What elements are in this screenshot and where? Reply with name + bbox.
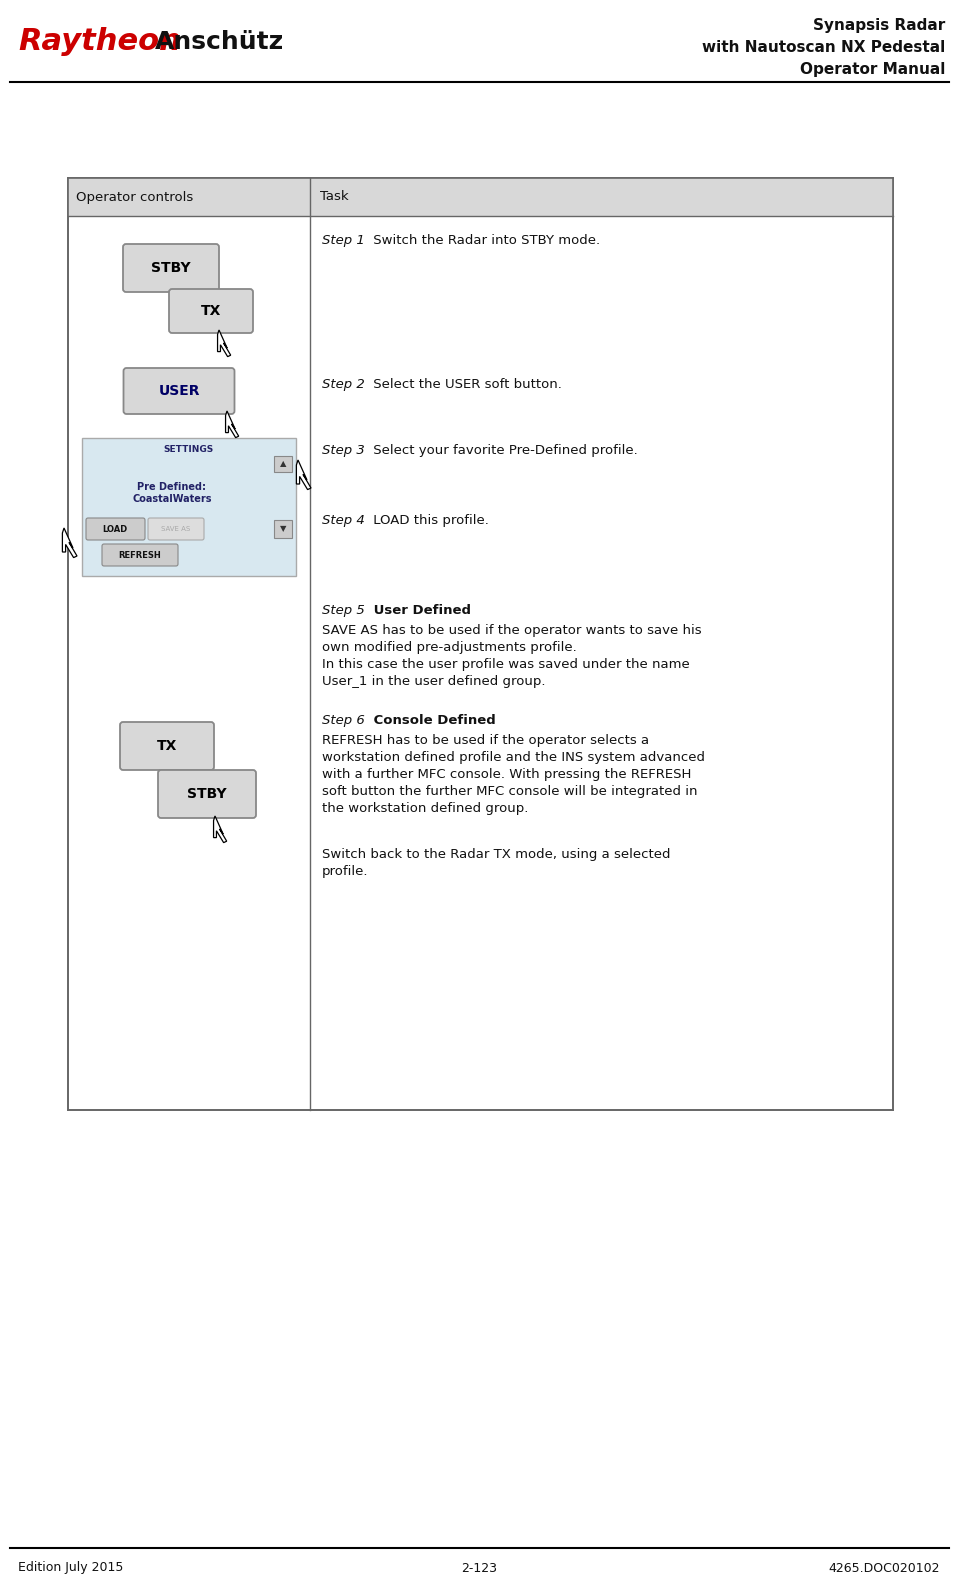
- Bar: [68, 178, 893, 216]
- Text: User Defined: User Defined: [369, 605, 471, 617]
- Text: profile.: profile.: [322, 866, 368, 878]
- Text: soft button the further MFC console will be integrated in: soft button the further MFC console will…: [322, 784, 697, 799]
- Text: Pre Defined:
CoastalWaters: Pre Defined: CoastalWaters: [132, 482, 212, 504]
- Text: with a further MFC console. With pressing the REFRESH: with a further MFC console. With pressin…: [322, 768, 691, 781]
- Text: Anschütz: Anschütz: [155, 30, 284, 54]
- Text: In this case the user profile was saved under the name: In this case the user profile was saved …: [322, 659, 690, 671]
- FancyBboxPatch shape: [169, 290, 253, 333]
- Text: Switch back to the Radar TX mode, using a selected: Switch back to the Radar TX mode, using …: [322, 848, 670, 861]
- Text: SAVE AS has to be used if the operator wants to save his: SAVE AS has to be used if the operator w…: [322, 624, 702, 636]
- Text: Step 3: Step 3: [322, 444, 364, 457]
- Text: Console Defined: Console Defined: [369, 714, 496, 727]
- Text: USER: USER: [158, 383, 199, 398]
- Text: own modified pre-adjustments profile.: own modified pre-adjustments profile.: [322, 641, 576, 654]
- Text: User_1 in the user defined group.: User_1 in the user defined group.: [322, 675, 546, 687]
- Text: Step 6: Step 6: [322, 714, 364, 727]
- Text: TX: TX: [157, 738, 177, 753]
- Text: Step 1: Step 1: [322, 234, 364, 247]
- FancyBboxPatch shape: [148, 519, 204, 539]
- FancyBboxPatch shape: [102, 544, 178, 566]
- Polygon shape: [62, 528, 77, 557]
- Polygon shape: [214, 816, 226, 843]
- Text: workstation defined profile and the INS system advanced: workstation defined profile and the INS …: [322, 751, 705, 764]
- Bar: [274, 457, 292, 473]
- Polygon shape: [296, 460, 311, 490]
- Text: Step 2: Step 2: [322, 379, 364, 391]
- Bar: [68, 178, 893, 1111]
- Text: STBY: STBY: [152, 261, 191, 275]
- Text: Operator controls: Operator controls: [76, 191, 194, 204]
- Text: REFRESH: REFRESH: [119, 550, 161, 560]
- Text: SETTINGS: SETTINGS: [164, 445, 214, 455]
- Text: Task: Task: [320, 191, 349, 204]
- Bar: [82, 438, 296, 576]
- FancyBboxPatch shape: [120, 722, 214, 770]
- FancyBboxPatch shape: [158, 770, 256, 818]
- Polygon shape: [218, 329, 231, 356]
- Text: ▲: ▲: [280, 460, 286, 468]
- Text: 2-123: 2-123: [461, 1561, 498, 1575]
- Text: LOAD: LOAD: [103, 525, 128, 533]
- Text: with Nautoscan NX Pedestal: with Nautoscan NX Pedestal: [702, 40, 945, 56]
- Text: the workstation defined group.: the workstation defined group.: [322, 802, 528, 815]
- FancyBboxPatch shape: [123, 243, 219, 293]
- Text: Edition July 2015: Edition July 2015: [18, 1561, 124, 1575]
- Text: SAVE AS: SAVE AS: [161, 527, 191, 531]
- Text: LOAD this profile.: LOAD this profile.: [369, 514, 489, 527]
- Text: 4265.DOC020102: 4265.DOC020102: [829, 1561, 940, 1575]
- Text: Select your favorite Pre-Defined profile.: Select your favorite Pre-Defined profile…: [369, 444, 638, 457]
- Text: Step 5: Step 5: [322, 605, 364, 617]
- Text: TX: TX: [200, 304, 222, 318]
- Text: ▼: ▼: [280, 525, 286, 533]
- Text: Operator Manual: Operator Manual: [800, 62, 945, 76]
- Text: Raytheon: Raytheon: [18, 27, 181, 57]
- Text: Switch the Radar into STBY mode.: Switch the Radar into STBY mode.: [369, 234, 600, 247]
- Text: Step 4: Step 4: [322, 514, 364, 527]
- Polygon shape: [225, 410, 239, 438]
- Text: Select the USER soft button.: Select the USER soft button.: [369, 379, 562, 391]
- Text: Synapsis Radar: Synapsis Radar: [812, 18, 945, 33]
- FancyBboxPatch shape: [86, 519, 145, 539]
- Text: STBY: STBY: [187, 788, 227, 800]
- FancyBboxPatch shape: [124, 368, 235, 414]
- Text: REFRESH has to be used if the operator selects a: REFRESH has to be used if the operator s…: [322, 733, 649, 748]
- Bar: [274, 520, 292, 538]
